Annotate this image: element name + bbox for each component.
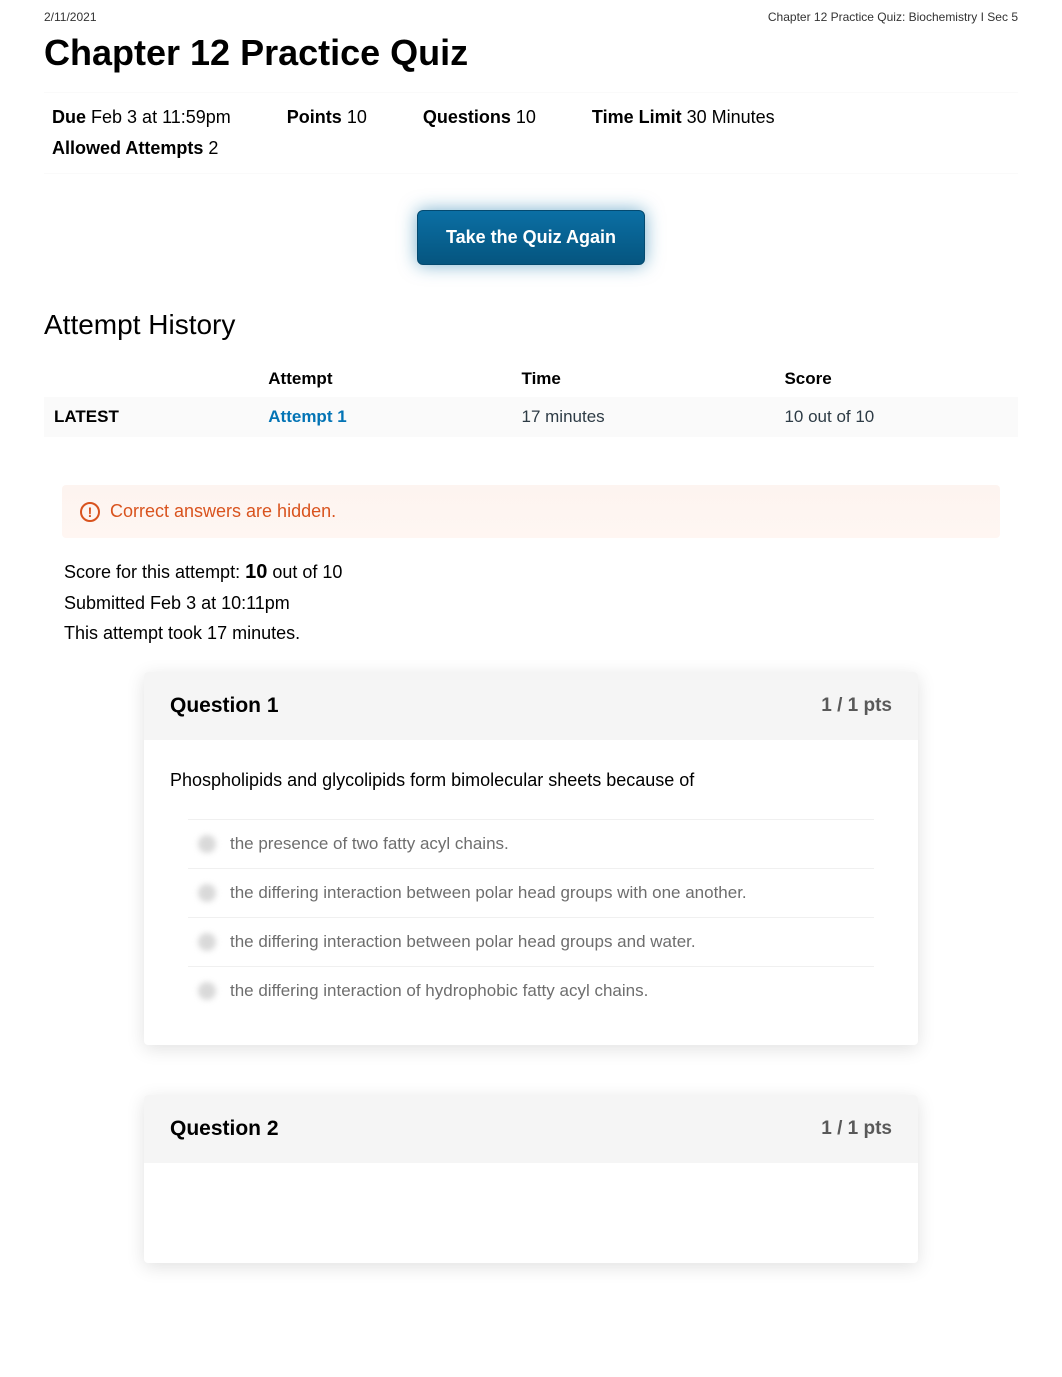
meta-timelimit: Time Limit 30 Minutes — [592, 107, 775, 128]
radio-icon — [198, 835, 216, 853]
take-quiz-again-button[interactable]: Take the Quiz Again — [417, 210, 645, 265]
attempt-score: 10 out of 10 — [774, 397, 1018, 437]
meta-attempts-label: Allowed Attempts — [52, 138, 203, 158]
meta-attempts-value: 2 — [208, 138, 218, 158]
attempt-status: LATEST — [44, 397, 258, 437]
page-title: Chapter 12 Practice Quiz — [44, 32, 1018, 74]
meta-questions: Questions 10 — [423, 107, 536, 128]
meta-timelimit-label: Time Limit — [592, 107, 682, 127]
question-card-2: Question 2 1 / 1 pts — [144, 1095, 918, 1263]
question-2-title: Question 2 — [170, 1117, 279, 1141]
table-row: LATEST Attempt 1 17 minutes 10 out of 10 — [44, 397, 1018, 437]
question-1-text: Phospholipids and glycolipids form bimol… — [170, 770, 892, 791]
warning-icon: ! — [80, 502, 100, 522]
question-card-1: Question 1 1 / 1 pts Phospholipids and g… — [144, 672, 918, 1045]
meta-points: Points 10 — [287, 107, 367, 128]
attempt-time: 17 minutes — [512, 397, 775, 437]
history-col-score: Score — [774, 361, 1018, 397]
answer-text: the differing interaction of hydrophobic… — [230, 981, 648, 1001]
history-col-time: Time — [512, 361, 775, 397]
history-col-attempt: Attempt — [258, 361, 511, 397]
score-line1-score: 10 — [245, 561, 267, 583]
meta-points-label: Points — [287, 107, 342, 127]
meta-questions-label: Questions — [423, 107, 511, 127]
answer-text: the differing interaction between polar … — [230, 932, 696, 952]
attempt-history-table: Attempt Time Score LATEST Attempt 1 17 m… — [44, 361, 1018, 437]
answer-text: the presence of two fatty acyl chains. — [230, 834, 509, 854]
print-date: 2/11/2021 — [44, 10, 97, 24]
answer-option: the differing interaction between polar … — [188, 868, 874, 917]
question-1-points: 1 / 1 pts — [821, 695, 892, 717]
score-line1-prefix: Score for this attempt: — [64, 562, 245, 582]
meta-questions-value: 10 — [516, 107, 536, 127]
answer-option: the differing interaction between polar … — [188, 917, 874, 966]
attempt-history-heading: Attempt History — [44, 309, 1018, 341]
meta-attempts: Allowed Attempts 2 — [52, 138, 1010, 159]
score-line1-suffix: out of 10 — [267, 562, 342, 582]
score-line2: Submitted Feb 3 at 10:11pm — [64, 589, 998, 619]
meta-due: Due Feb 3 at 11:59pm — [52, 107, 231, 128]
question-1-title: Question 1 — [170, 694, 279, 718]
answer-text: the differing interaction between polar … — [230, 883, 747, 903]
question-2-points: 1 / 1 pts — [821, 1118, 892, 1140]
meta-points-value: 10 — [347, 107, 367, 127]
correct-answers-hidden-alert: ! Correct answers are hidden. — [62, 485, 1000, 538]
history-col-blank — [44, 361, 258, 397]
meta-due-label: Due — [52, 107, 86, 127]
score-summary: Score for this attempt: 10 out of 10 Sub… — [44, 556, 1018, 648]
radio-icon — [198, 982, 216, 1000]
score-line3: This attempt took 17 minutes. — [64, 619, 998, 649]
print-doc-title: Chapter 12 Practice Quiz: Biochemistry I… — [768, 10, 1018, 24]
answer-option: the presence of two fatty acyl chains. — [188, 819, 874, 868]
radio-icon — [198, 884, 216, 902]
meta-timelimit-value: 30 Minutes — [687, 107, 775, 127]
answer-option: the differing interaction of hydrophobic… — [188, 966, 874, 1015]
radio-icon — [198, 933, 216, 951]
quiz-meta-bar: Due Feb 3 at 11:59pm Points 10 Questions… — [44, 92, 1018, 174]
attempt-link[interactable]: Attempt 1 — [268, 407, 346, 426]
alert-text: Correct answers are hidden. — [110, 501, 336, 522]
meta-due-value: Feb 3 at 11:59pm — [91, 107, 231, 127]
